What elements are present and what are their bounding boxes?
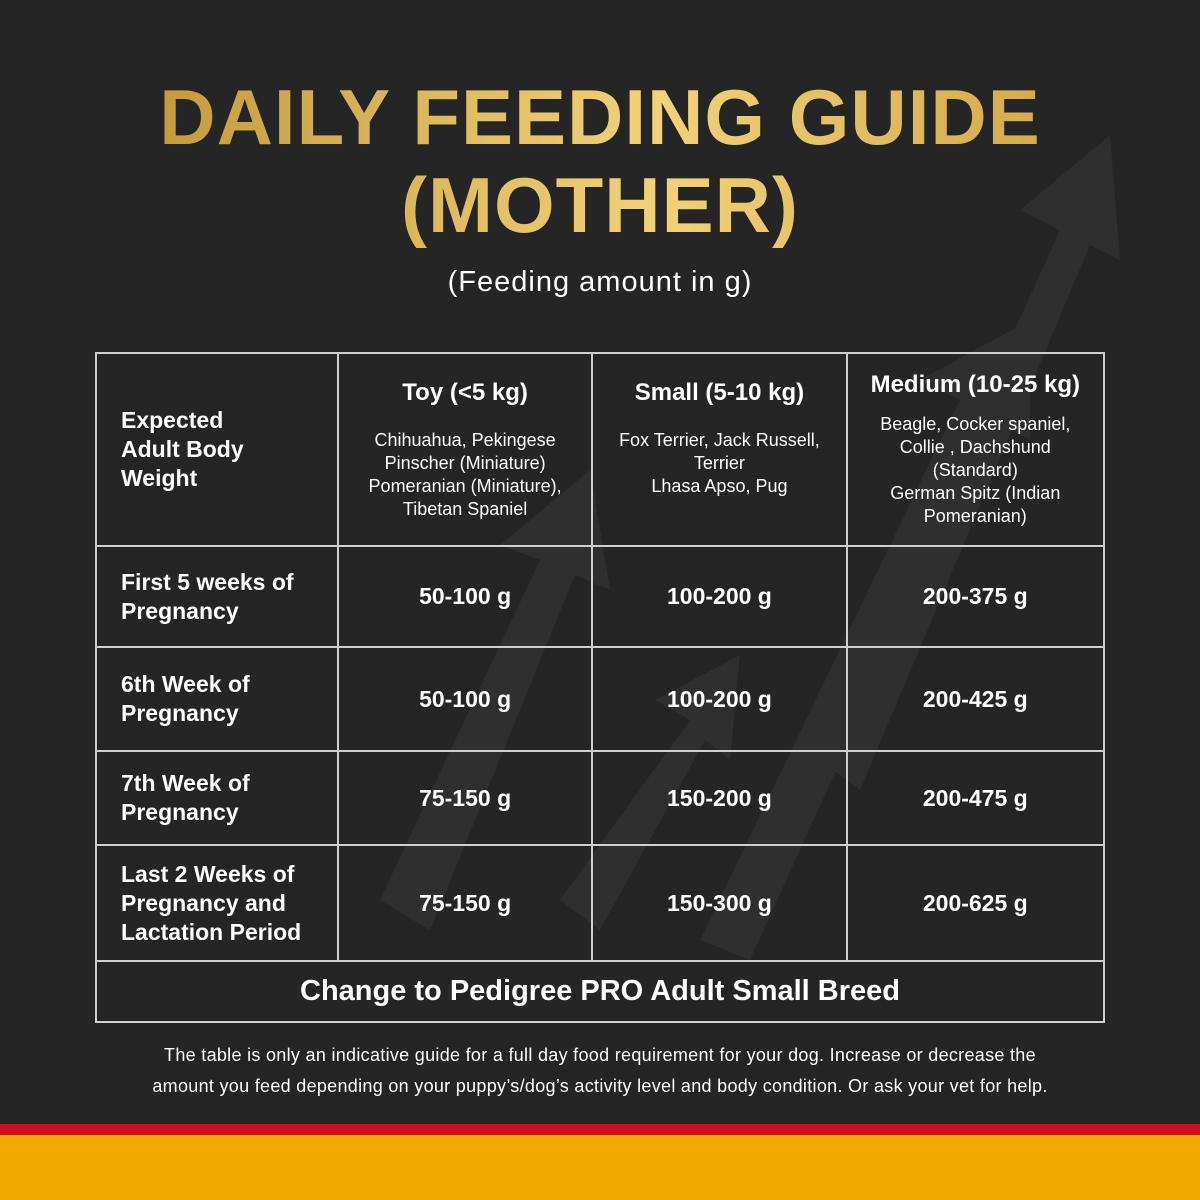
cell-value: 100-200 g [591, 646, 848, 752]
cell-value: 100-200 g [591, 545, 848, 648]
column-header-medium: Medium (10-25 kg) Beagle, Cocker spaniel… [845, 352, 1106, 547]
row-label: 7th Week of Pregnancy [95, 750, 339, 846]
disclaimer-line: The table is only an indicative guide fo… [164, 1045, 1036, 1065]
cell-value: 200-625 g [845, 844, 1106, 962]
yellow-band [0, 1135, 1200, 1200]
column-header-small: Small (5-10 kg) Fox Terrier, Jack Russel… [591, 352, 848, 547]
corner-cell: Expected Adult Body Weight [95, 352, 339, 547]
row-label: Last 2 Weeks of Pregnancy and Lactation … [95, 844, 339, 962]
cell-value: 200-425 g [845, 646, 1106, 752]
disclaimer: The table is only an indicative guide fo… [0, 1040, 1200, 1102]
subtitle: (Feeding amount in g) [447, 266, 753, 298]
column-header-toy: Toy (<5 kg) Chihuahua, Pekingese Pinscher… [336, 352, 594, 547]
cell-value: 150-300 g [591, 844, 848, 962]
cell-value: 50-100 g [336, 545, 594, 648]
cell-value: 75-150 g [336, 844, 594, 962]
footer-note: Change to Pedigree PRO Adult Small Breed [95, 960, 1105, 1023]
table-row: First 5 weeks of Pregnancy 50-100 g 100-… [95, 545, 1106, 648]
table-header-row: Expected Adult Body Weight Toy (<5 kg) C… [95, 352, 1106, 547]
cell-value: 50-100 g [336, 646, 594, 752]
red-band [0, 1124, 1200, 1135]
table-row: 6th Week of Pregnancy 50-100 g 100-200 g… [95, 646, 1106, 752]
disclaimer-line: amount you feed depending on your puppy’… [152, 1076, 1048, 1096]
page-title: DAILY FEEDING GUIDE [0, 72, 1200, 162]
table-row: 7th Week of Pregnancy 75-150 g 150-200 g… [95, 750, 1106, 846]
feeding-table: Expected Adult Body Weight Toy (<5 kg) C… [95, 352, 1106, 1023]
cell-value: 150-200 g [591, 750, 848, 846]
row-label: First 5 weeks of Pregnancy [95, 545, 339, 648]
cell-value: 75-150 g [336, 750, 594, 846]
page-title-subject: (MOTHER) [0, 160, 1200, 250]
cell-value: 200-375 g [845, 545, 1106, 648]
row-label: 6th Week of Pregnancy [95, 646, 339, 752]
table-row: Last 2 Weeks of Pregnancy and Lactation … [95, 844, 1106, 962]
table-footer-row: Change to Pedigree PRO Adult Small Breed [95, 960, 1105, 1023]
cell-value: 200-475 g [845, 750, 1106, 846]
